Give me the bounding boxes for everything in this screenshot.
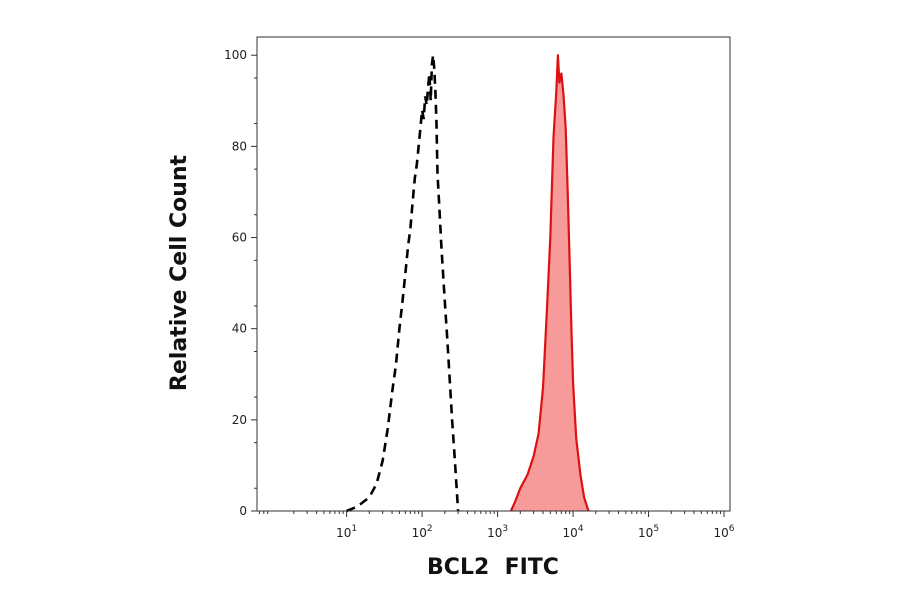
y-tick-label: 100 xyxy=(224,48,247,62)
series-0-line xyxy=(346,55,460,513)
axis-layer: 0 20 40 60 80 100 101 102 103 104 105 106 xyxy=(224,37,735,540)
x-tick-label: 103 xyxy=(487,524,508,540)
series-layer xyxy=(346,54,590,513)
y-axis-title: Relative Cell Count xyxy=(167,154,192,391)
x-axis-title: BCL2 FITC xyxy=(427,555,559,580)
y-tick-label: 20 xyxy=(232,413,247,427)
plot-frame xyxy=(256,36,731,512)
y-tick-label: 40 xyxy=(232,322,247,336)
series-1-line xyxy=(509,54,590,512)
x-tick-label: 105 xyxy=(638,524,659,540)
x-tick-label: 106 xyxy=(714,524,735,540)
x-tick-label: 102 xyxy=(412,524,433,540)
x-tick-label: 104 xyxy=(563,524,584,540)
y-tick-label: 60 xyxy=(232,231,247,245)
y-tick-label: 80 xyxy=(232,139,247,153)
y-tick-label: 0 xyxy=(239,504,247,518)
x-tick-label: 101 xyxy=(336,524,357,540)
series-1-fill xyxy=(510,55,589,511)
